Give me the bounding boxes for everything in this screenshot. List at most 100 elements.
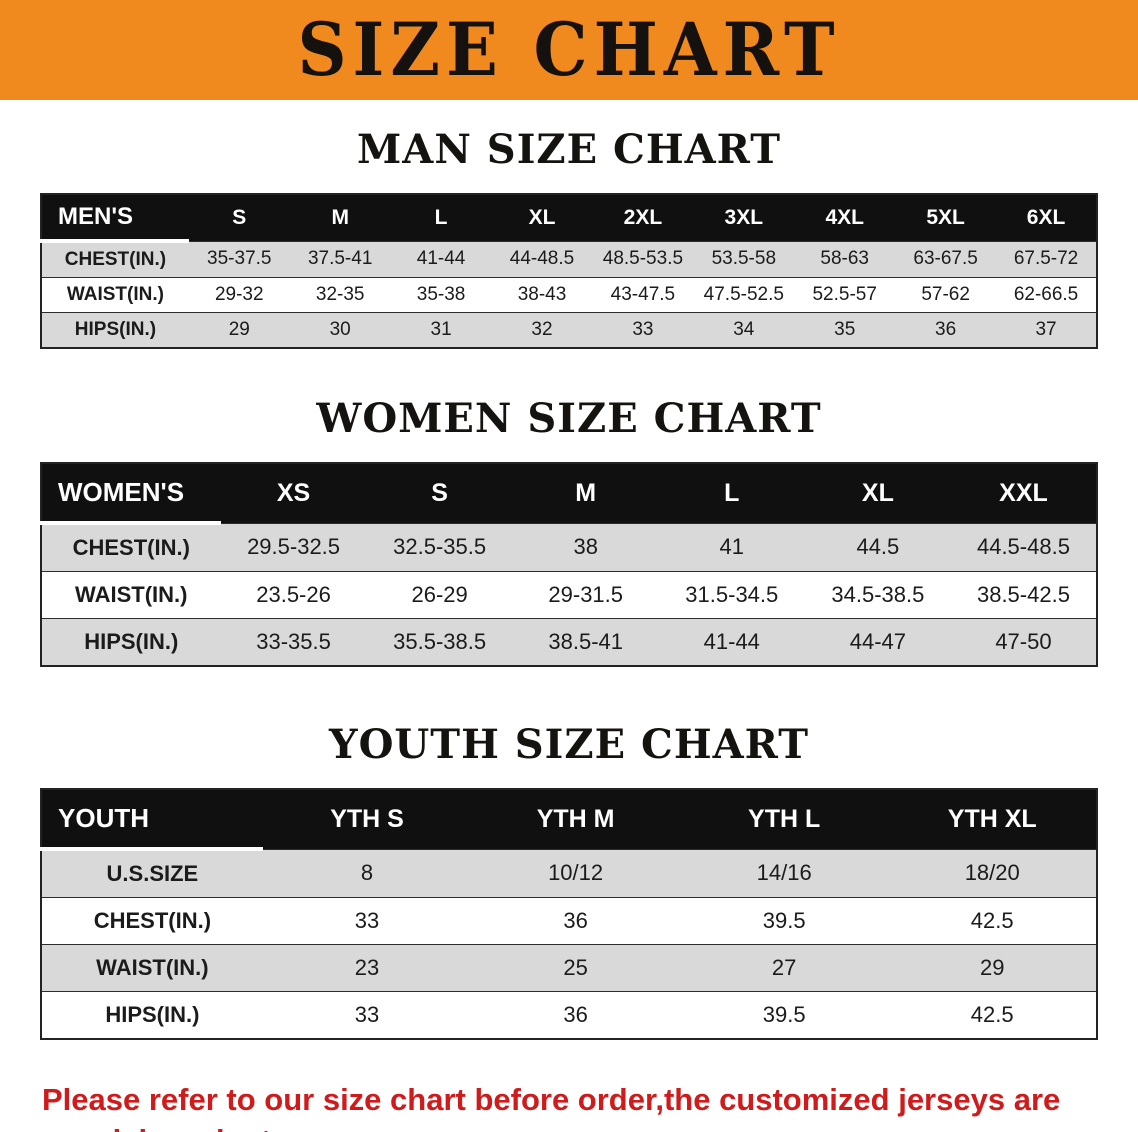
table-row: CHEST(IN.) 35-37.5 37.5-41 41-44 44-48.5 48.5… — [41, 240, 1097, 278]
value-cell: 18/20 — [888, 848, 1097, 898]
size-header-cell: M — [289, 194, 391, 241]
value-cell: 36 — [895, 312, 997, 348]
value-cell: 36 — [471, 897, 680, 945]
table-header-row: MEN'S S M L XL 2XL 3XL 4XL 5XL 6XL — [41, 194, 1097, 243]
value-cell: 29.5-32.5 — [220, 522, 367, 572]
size-header-cell: S — [366, 463, 513, 523]
value-cell: 29-32 — [188, 277, 290, 313]
value-cell: 27 — [679, 944, 889, 992]
table-row: WAIST(IN.) 29-32 32-35 35-38 38-43 43-47.5 47.… — [41, 277, 1097, 313]
youth-size-heading: YOUTH SIZE CHART — [329, 721, 809, 768]
value-cell: 42.5 — [888, 991, 1097, 1039]
value-cell: 35-37.5 — [188, 240, 290, 278]
row-label-cell: WAIST(IN.) — [41, 571, 221, 619]
value-cell: 33-35.5 — [220, 618, 367, 666]
value-cell: 36 — [471, 991, 680, 1039]
value-cell: 29-31.5 — [512, 571, 659, 619]
table-title-cell: YOUTH — [41, 789, 263, 851]
table-row: CHEST(IN.) 33 36 39.5 42.5 — [41, 897, 1097, 945]
value-cell: 35 — [794, 312, 896, 348]
value-cell: 47.5-52.5 — [693, 277, 795, 313]
value-cell: 44.5 — [804, 522, 951, 572]
row-label-cell: CHEST(IN.) — [41, 522, 221, 572]
size-header-cell: 5XL — [895, 194, 997, 241]
size-header-cell: 3XL — [693, 194, 795, 241]
value-cell: 29 — [188, 312, 290, 348]
table-row: WAIST(IN.) 23 25 27 29 — [41, 944, 1097, 992]
value-cell: 30 — [289, 312, 391, 348]
table-row: HIPS(IN.) 33 36 39.5 42.5 — [41, 991, 1097, 1039]
women-size-heading: WOMEN SIZE CHART — [316, 395, 822, 442]
page-title: SIZE CHART — [297, 6, 841, 94]
value-cell: 29 — [888, 944, 1097, 992]
table-row: CHEST(IN.) 29.5-32.5 32.5-35.5 38 41 44.5 44.5… — [41, 522, 1097, 572]
value-cell: 39.5 — [679, 897, 889, 945]
value-cell: 33 — [592, 312, 694, 348]
value-cell: 67.5-72 — [996, 240, 1097, 278]
value-cell: 35.5-38.5 — [366, 618, 513, 666]
value-cell: 37 — [996, 312, 1097, 348]
table-row: HIPS(IN.) 29 30 31 32 33 34 35 36 37 — [41, 312, 1097, 348]
size-header-cell: YTH L — [679, 789, 889, 849]
footer-notice: Please refer to our size chart before or… — [42, 1080, 1096, 1132]
value-cell: 8 — [262, 848, 472, 898]
table-title-cell: MEN'S — [41, 194, 189, 243]
value-cell: 57-62 — [895, 277, 997, 313]
table-header-row: YOUTH YTH S YTH M YTH L YTH XL — [41, 789, 1097, 851]
value-cell: 26-29 — [366, 571, 513, 619]
value-cell: 23.5-26 — [220, 571, 367, 619]
notice-line-1: Please refer to our size chart before or… — [42, 1082, 1061, 1132]
mens-size-table: MEN'S S M L XL 2XL 3XL 4XL 5XL 6XL CHEST(IN.) 35-37… — [40, 193, 1098, 349]
youth-size-table: YOUTH YTH S YTH M YTH L YTH XL U.S.SIZE 8 10/12… — [40, 788, 1098, 1040]
value-cell: 37.5-41 — [289, 240, 391, 278]
table-row: U.S.SIZE 8 10/12 14/16 18/20 — [41, 848, 1097, 898]
size-header-cell: XS — [220, 463, 367, 523]
table-row: HIPS(IN.) 33-35.5 35.5-38.5 38.5-41 41-44 44-… — [41, 618, 1097, 666]
size-header-cell: XL — [804, 463, 951, 523]
banner: SIZE CHART — [0, 0, 1138, 100]
value-cell: 38.5-41 — [512, 618, 659, 666]
value-cell: 48.5-53.5 — [592, 240, 694, 278]
table-title-cell: WOMEN'S — [41, 463, 221, 525]
value-cell: 32.5-35.5 — [366, 522, 513, 572]
value-cell: 25 — [471, 944, 680, 992]
man-size-section: MAN SIZE CHART MEN'S S M L XL 2XL 3XL 4XL 5XL 6XL… — [0, 126, 1138, 349]
value-cell: 35-38 — [390, 277, 492, 313]
value-cell: 41-44 — [658, 618, 805, 666]
row-label-cell: HIPS(IN.) — [41, 991, 263, 1039]
size-header-cell: YTH S — [262, 789, 472, 849]
value-cell: 31 — [390, 312, 492, 348]
value-cell: 43-47.5 — [592, 277, 694, 313]
value-cell: 58-63 — [794, 240, 896, 278]
value-cell: 62-66.5 — [996, 277, 1097, 313]
size-header-cell: YTH M — [471, 789, 680, 849]
row-label-cell: CHEST(IN.) — [41, 240, 189, 278]
row-label-cell: HIPS(IN.) — [41, 312, 189, 348]
value-cell: 52.5-57 — [794, 277, 896, 313]
value-cell: 38 — [512, 522, 659, 572]
value-cell: 34 — [693, 312, 795, 348]
size-header-cell: L — [658, 463, 805, 523]
size-header-cell: L — [390, 194, 492, 241]
value-cell: 38.5-42.5 — [950, 571, 1097, 619]
value-cell: 32-35 — [289, 277, 391, 313]
size-header-cell: M — [512, 463, 659, 523]
value-cell: 23 — [262, 944, 472, 992]
table-header-row: WOMEN'S XS S M L XL XXL — [41, 463, 1097, 525]
value-cell: 31.5-34.5 — [658, 571, 805, 619]
value-cell: 38-43 — [491, 277, 593, 313]
size-header-cell: XL — [491, 194, 593, 241]
value-cell: 44-48.5 — [491, 240, 593, 278]
value-cell: 39.5 — [679, 991, 889, 1039]
women-size-section: WOMEN SIZE CHART WOMEN'S XS S M L XL XXL CHEST(… — [0, 395, 1138, 667]
value-cell: 44-47 — [804, 618, 951, 666]
row-label-cell: WAIST(IN.) — [41, 944, 263, 992]
value-cell: 32 — [491, 312, 593, 348]
value-cell: 41-44 — [390, 240, 492, 278]
size-header-cell: S — [188, 194, 290, 241]
value-cell: 34.5-38.5 — [804, 571, 951, 619]
row-label-cell: U.S.SIZE — [41, 848, 263, 898]
value-cell: 10/12 — [471, 848, 680, 898]
value-cell: 33 — [262, 991, 472, 1039]
size-header-cell: XXL — [950, 463, 1097, 523]
